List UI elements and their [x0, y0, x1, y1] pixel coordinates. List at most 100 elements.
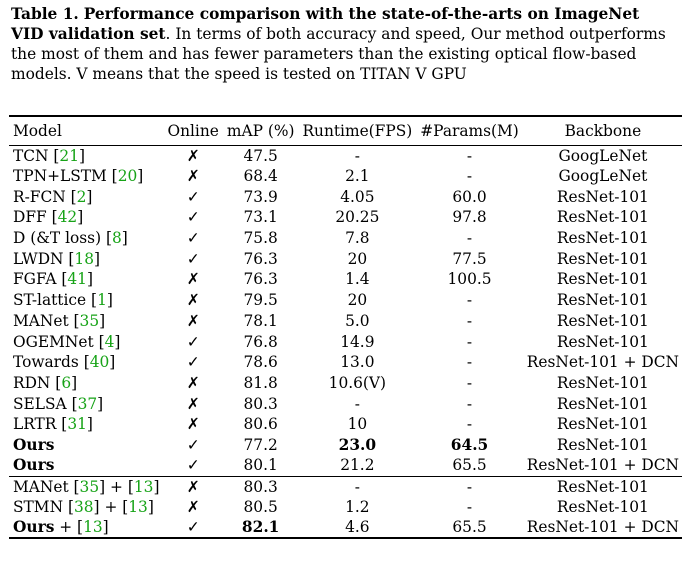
map-cell: 82.1 [222, 517, 299, 540]
online-cell: ✓ [186, 456, 200, 475]
online-cell: ✓ [163, 517, 223, 540]
runtime-cell: - [354, 394, 360, 413]
params-cell: - [466, 415, 473, 434]
runtime-cell: 20.25 [335, 208, 380, 227]
header-params: #Params(M) [416, 116, 523, 146]
table-row: MANet [35] ✗ 78.1 5.0 - ResNet-101 [9, 311, 682, 332]
caption-label: Table 1. [11, 5, 79, 23]
header-row: Model Online mAP (%) Runtime(FPS) #Param… [9, 116, 682, 146]
params-cell: - [466, 167, 473, 186]
runtime-cell: 21.2 [340, 456, 375, 475]
backbone-cell: ResNet-101 [556, 415, 649, 434]
runtime-cell: 20 [347, 249, 368, 268]
citation-link[interactable]: 8 [112, 229, 122, 248]
model-cell: Ours [13, 456, 55, 475]
table-row-ours: Ours ✓ 80.1 21.2 65.5 ResNet-101 + DCN [9, 455, 682, 476]
citation-link[interactable]: 35 [79, 477, 100, 496]
caption-body: . In terms of both accuracy and speed, O… [11, 25, 666, 83]
citation-link[interactable]: 13 [133, 477, 154, 496]
backbone-cell: GoogLeNet [558, 167, 648, 186]
model-cell: RDN [6] [13, 373, 78, 392]
table-row: SELSA [37] ✗ 80.3 - - ResNet-101 [9, 393, 682, 414]
backbone-cell: ResNet-101 + DCN [522, 517, 682, 540]
map-cell: 73.9 [243, 187, 278, 206]
backbone-cell: ResNet-101 [556, 394, 649, 413]
online-cell: ✓ [186, 353, 200, 372]
runtime-cell: 13.0 [340, 353, 375, 372]
params-cell: 65.5 [452, 456, 487, 475]
backbone-cell: ResNet-101 + DCN [526, 353, 679, 372]
backbone-cell: ResNet-101 [556, 229, 649, 248]
runtime-cell: 4.6 [298, 517, 417, 540]
online-cell: ✗ [186, 270, 200, 289]
backbone-cell: ResNet-101 [556, 373, 649, 392]
model-cell: Ours + [13] [9, 517, 164, 540]
model-cell: TPN+LSTM [20] [13, 167, 144, 186]
backbone-cell: ResNet-101 [556, 208, 649, 227]
header-online: Online [163, 116, 223, 146]
backbone-cell: GoogLeNet [558, 146, 648, 165]
runtime-cell: 4.05 [340, 187, 375, 206]
map-cell: 81.8 [243, 373, 278, 392]
citation-link[interactable]: 21 [59, 146, 80, 165]
model-cell: TCN [21] [13, 146, 86, 165]
citation-link[interactable]: 41 [67, 270, 87, 289]
table-row: ST-lattice [1] ✗ 79.5 20 - ResNet-101 [9, 290, 682, 311]
citation-link[interactable]: 35 [79, 311, 100, 330]
citation-link[interactable]: 37 [77, 394, 98, 413]
online-cell: ✗ [186, 373, 200, 392]
model-cell: STMN [38] + [13] [13, 498, 154, 517]
citation-link[interactable]: 38 [73, 498, 94, 517]
map-cell: 76.3 [243, 270, 278, 289]
model-cell: MANet [35] + [13] [9, 475, 164, 497]
online-cell: ✓ [186, 249, 200, 268]
params-cell: - [466, 332, 473, 351]
citation-link[interactable]: 6 [61, 373, 72, 392]
runtime-cell: 5.0 [345, 311, 370, 330]
model-cell: Towards [40] [13, 353, 116, 372]
citation-link[interactable]: 31 [67, 415, 87, 434]
runtime-cell: 10 [347, 415, 368, 434]
table-row: R-FCN [2] ✓ 73.9 4.05 60.0 ResNet-101 [9, 186, 682, 207]
citation-link[interactable]: 42 [57, 208, 78, 227]
model-cell: ST-lattice [1] [13, 291, 113, 310]
model-cell: D (&T loss) [8] [13, 229, 128, 248]
citation-link[interactable]: 18 [74, 249, 95, 268]
header-runtime: Runtime(FPS) [298, 116, 417, 146]
model-cell: DFF [42] [13, 208, 84, 227]
backbone-cell: ResNet-101 [556, 187, 649, 206]
online-cell: ✗ [163, 475, 223, 497]
table-row: FGFA [41] ✗ 76.3 1.4 100.5 ResNet-101 [9, 269, 682, 290]
backbone-cell: ResNet-101 [556, 249, 649, 268]
citation-link[interactable]: 1 [97, 291, 107, 310]
caption-title: Performance comparison with the state-of… [11, 5, 640, 43]
citation-link[interactable]: 13 [128, 498, 148, 517]
runtime-cell: - [298, 475, 417, 497]
online-cell: ✓ [186, 332, 200, 351]
header-model: Model [9, 116, 164, 146]
params-cell: - [466, 373, 473, 392]
runtime-cell: 10.6(V) [328, 373, 387, 392]
citation-link[interactable]: 13 [83, 518, 103, 537]
map-cell: 78.1 [243, 311, 278, 330]
citation-link[interactable]: 40 [89, 353, 110, 372]
params-cell: - [466, 311, 473, 330]
params-cell: - [466, 229, 473, 248]
citation-link[interactable]: 2 [76, 187, 87, 206]
runtime-cell: 20 [347, 291, 368, 310]
map-cell: 68.4 [243, 167, 278, 186]
citation-link[interactable]: 4 [104, 332, 115, 351]
online-cell: ✗ [186, 498, 200, 517]
table-row: OGEMNet [4] ✓ 76.8 14.9 - ResNet-101 [9, 331, 682, 352]
runtime-cell: 1.4 [345, 270, 370, 289]
params-cell: - [466, 291, 473, 310]
comparison-table: Model Online mAP (%) Runtime(FPS) #Param… [9, 115, 682, 540]
model-cell: SELSA [37] [13, 394, 104, 413]
citation-link[interactable]: 20 [117, 167, 138, 186]
online-cell: ✗ [186, 311, 200, 330]
table-row: TCN [21] ✗ 47.5 - - GoogLeNet [9, 145, 682, 166]
backbone-cell: ResNet-101 [556, 498, 649, 517]
model-cell: Ours [13, 435, 55, 454]
backbone-cell: ResNet-101 [522, 475, 682, 497]
